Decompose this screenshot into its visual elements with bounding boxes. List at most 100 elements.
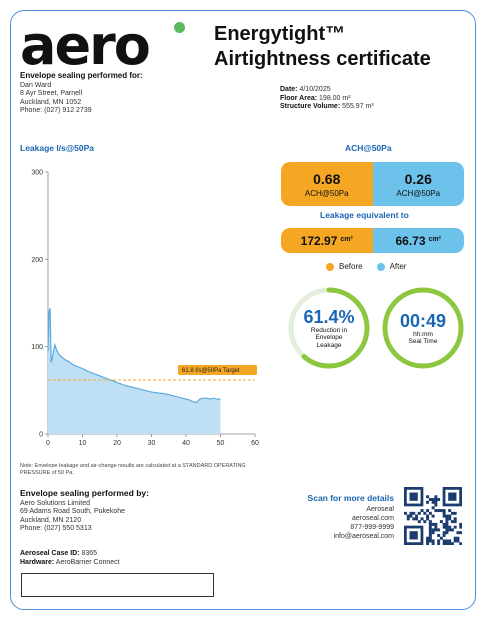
floor-area-label: Floor Area: [280, 94, 318, 102]
qr-module [445, 514, 449, 518]
leakage-chart: 0 100 200 300 0 10 20 30 40 50 60 61.8 l/s@50Pa Tar… [31, 170, 259, 448]
legend: Before After [326, 262, 420, 271]
scan-website[interactable]: aeroseal.com [351, 515, 394, 522]
qr-module [420, 509, 424, 513]
qr-module [426, 514, 430, 518]
qr-module [431, 528, 435, 532]
ach-after: 0.26 ACH@50Pa [372, 162, 464, 206]
qr-module [450, 511, 454, 515]
qr-module [442, 531, 446, 535]
reduction-label-3: Leakage [316, 341, 342, 349]
qr-module [434, 528, 438, 532]
certificate-title: Energytight™ Airtightness certificate [214, 22, 431, 72]
qr-module [448, 509, 452, 513]
qr-module [409, 511, 413, 515]
ach-before-label: ACH@50Pa [304, 188, 349, 198]
qr-module [445, 539, 449, 543]
qr-module [459, 522, 462, 526]
qr-module [453, 517, 457, 521]
qr-module [445, 522, 449, 526]
qr-module [434, 495, 438, 499]
qr-finder-inner [409, 492, 418, 501]
logo-text: aero [20, 14, 151, 77]
x-tick-label: 20 [113, 440, 121, 447]
qr-module [453, 536, 457, 540]
qr-module [420, 517, 424, 521]
seal-time-ring-circle [382, 287, 464, 369]
qr-module [409, 514, 413, 518]
qr-module [426, 542, 430, 545]
y-tick-label: 0 [39, 432, 43, 439]
x-tick-label: 60 [251, 440, 259, 447]
qr-module [428, 498, 432, 502]
y-tick-label: 200 [31, 257, 43, 264]
ach-before: 0.68 ACH@50Pa [281, 162, 373, 206]
ach-pill: 0.68 ACH@50Pa 0.26 ACH@50Pa [281, 162, 464, 206]
qr-module [426, 509, 430, 513]
seal-time-ring [382, 287, 464, 369]
qr-module [456, 539, 460, 543]
floor-area-value: 198.00 m² [319, 94, 351, 102]
qr-module [412, 517, 416, 521]
qr-module [445, 531, 449, 535]
seal-time-gauge: 00:49 hh:mm Seal Time [381, 286, 465, 370]
provider-address-1: 69 Adams Road South, Pukekohe [20, 508, 126, 515]
case-block: Aeroseal Case ID: 8365 Hardware: AeroBar… [20, 549, 120, 567]
qr-module [439, 536, 443, 540]
qr-module [450, 520, 454, 524]
seal-time-value: 00:49 [399, 310, 447, 331]
qr-module [442, 525, 446, 529]
qr-module [428, 528, 432, 532]
qr-module [428, 536, 432, 540]
ach-after-label: ACH@50Pa [396, 188, 441, 198]
leakage-before-unit: cm² [340, 235, 353, 243]
client-address-1: 8 Ayr Street, Parnell [20, 90, 83, 97]
legend-after-label: After [389, 262, 407, 271]
qr-finder-inner [448, 492, 457, 501]
legend-before: Before [326, 262, 363, 271]
x-tick-label: 10 [79, 440, 87, 447]
legend-after-dot [376, 262, 385, 271]
hardware-label: Hardware: [20, 559, 55, 566]
qr-module [428, 533, 432, 537]
qr-module [448, 528, 452, 532]
qr-module [453, 525, 457, 529]
client-heading: Envelope sealing performed for: [20, 71, 143, 80]
target-label: 61.8 l/s@50Pa Target [182, 368, 240, 374]
qr-module [448, 514, 452, 518]
qr-module [442, 511, 446, 515]
qr-code-icon[interactable] [404, 487, 462, 545]
qr-module [423, 511, 427, 515]
qr-module [434, 498, 438, 502]
provider-block: Envelope sealing performed by: Aero Solu… [20, 489, 149, 534]
y-tick-label: 100 [31, 344, 43, 351]
qr-module [431, 506, 435, 510]
qr-module [431, 542, 435, 545]
qr-module [431, 531, 435, 535]
qr-module [417, 520, 421, 524]
signature-box[interactable] [21, 573, 214, 597]
qr-module [437, 533, 441, 537]
x-tick-label: 30 [148, 440, 156, 447]
qr-module [445, 520, 449, 524]
x-tick-label: 50 [217, 440, 225, 447]
provider-phone: Phone: (027) 550 5313 [20, 525, 92, 532]
qr-module [437, 509, 441, 513]
reduction-gauge: 61.4% Reduction in Envelope Leakage [287, 286, 371, 370]
qr-module [431, 539, 435, 543]
qr-module [437, 528, 441, 532]
pressure-note: Note: Envelope leakage and air-change re… [20, 463, 246, 476]
qr-module [445, 528, 449, 532]
qr-module [442, 522, 446, 526]
qr-module [428, 520, 432, 524]
qr-module [453, 511, 457, 515]
qr-module [434, 503, 438, 507]
legend-before-dot [326, 262, 334, 271]
qr-module [448, 542, 452, 545]
qr-module [434, 522, 438, 526]
leakage-after-value: 66.73 [395, 233, 426, 248]
ach-title: ACH@50Pa [345, 143, 392, 153]
qr-module [450, 528, 454, 532]
certificate-card [10, 10, 476, 610]
scan-email[interactable]: info@aeroseal.com [333, 533, 394, 540]
